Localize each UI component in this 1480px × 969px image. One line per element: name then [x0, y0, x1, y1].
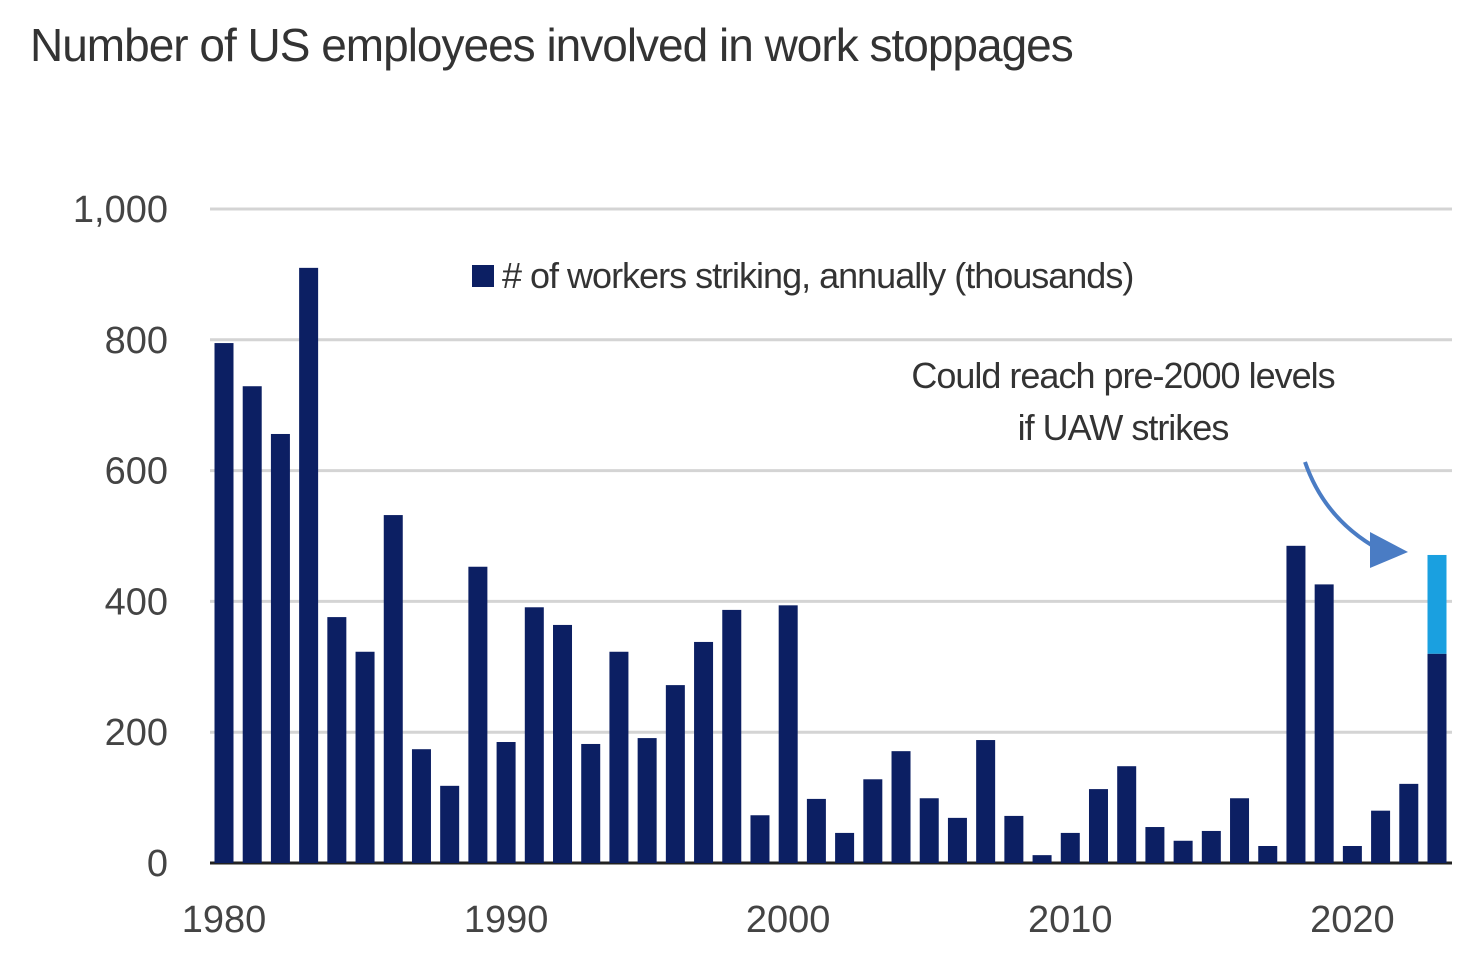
bar-2002 — [835, 832, 855, 863]
y-tick-label: 800 — [105, 320, 168, 362]
bar-2016 — [1230, 798, 1250, 863]
chart-title: Number of US employees involved in work … — [30, 19, 1074, 71]
annotation-line-1: Could reach pre-2000 levels — [911, 355, 1334, 396]
bar-1980 — [214, 343, 234, 863]
annotation: Could reach pre-2000 levels if UAW strik… — [911, 355, 1408, 568]
x-tick-label: 1990 — [464, 899, 549, 941]
bar-1988 — [440, 785, 460, 863]
bar-1985 — [355, 651, 375, 863]
y-tick-label: 600 — [105, 451, 168, 493]
y-tick-label: 0 — [147, 843, 168, 885]
bar-1982 — [270, 433, 290, 863]
bar-1993 — [581, 743, 601, 863]
bar-2004 — [891, 751, 911, 863]
bar-2015 — [1201, 830, 1221, 863]
bar-2007 — [976, 740, 996, 863]
bar-1994 — [609, 651, 629, 863]
bar-2022 — [1399, 783, 1419, 863]
bar-2012 — [1117, 766, 1137, 863]
bar-2021 — [1371, 810, 1391, 863]
bar-2005 — [919, 798, 939, 863]
y-tick-label: 200 — [105, 712, 168, 754]
x-tick-label: 2000 — [746, 899, 831, 941]
bar-2020 — [1342, 845, 1362, 863]
bar-1992 — [553, 624, 573, 863]
bar-2013 — [1145, 827, 1165, 863]
bar-2003 — [863, 779, 883, 863]
bar-1984 — [327, 617, 347, 863]
bar-1991 — [524, 607, 544, 863]
bar-1986 — [383, 515, 403, 863]
bar-2006 — [947, 817, 967, 863]
bar-2008 — [1004, 815, 1024, 863]
bar-2014 — [1173, 840, 1193, 863]
bar-1983 — [299, 267, 319, 863]
bar-1989 — [468, 566, 488, 863]
x-tick-label: 2020 — [1310, 899, 1395, 941]
bar-2017 — [1258, 845, 1278, 863]
x-tick-label: 1980 — [182, 899, 267, 941]
bar-1996 — [665, 685, 685, 863]
annotation-arrowhead — [1370, 532, 1408, 568]
bar-1998 — [722, 609, 742, 863]
y-tick-label: 1,000 — [73, 189, 168, 231]
annotation-line-2: if UAW strikes — [1018, 407, 1229, 448]
bar-2001 — [806, 798, 826, 863]
annotation-arrow — [1303, 461, 1381, 552]
bar-2010 — [1060, 832, 1080, 863]
bar-2018 — [1286, 545, 1306, 863]
bar-1999 — [750, 815, 770, 863]
bar-2009 — [1032, 855, 1052, 863]
bar-1997 — [694, 641, 714, 863]
bar-2000 — [778, 605, 798, 863]
legend-swatch — [472, 265, 494, 287]
bar-1995 — [637, 738, 657, 863]
bar-1981 — [242, 386, 262, 863]
bar-2011 — [1088, 789, 1108, 863]
y-tick-label: 400 — [105, 581, 168, 623]
legend-label: # of workers striking, annually (thousan… — [502, 255, 1133, 296]
legend: # of workers striking, annually (thousan… — [472, 255, 1134, 296]
bar-2019 — [1314, 584, 1334, 863]
bar-2023 — [1427, 653, 1447, 863]
x-tick-label: 2010 — [1028, 899, 1113, 941]
bar-extension-2023 — [1427, 554, 1447, 654]
bar-1990 — [496, 742, 516, 863]
bar-1987 — [411, 749, 431, 863]
